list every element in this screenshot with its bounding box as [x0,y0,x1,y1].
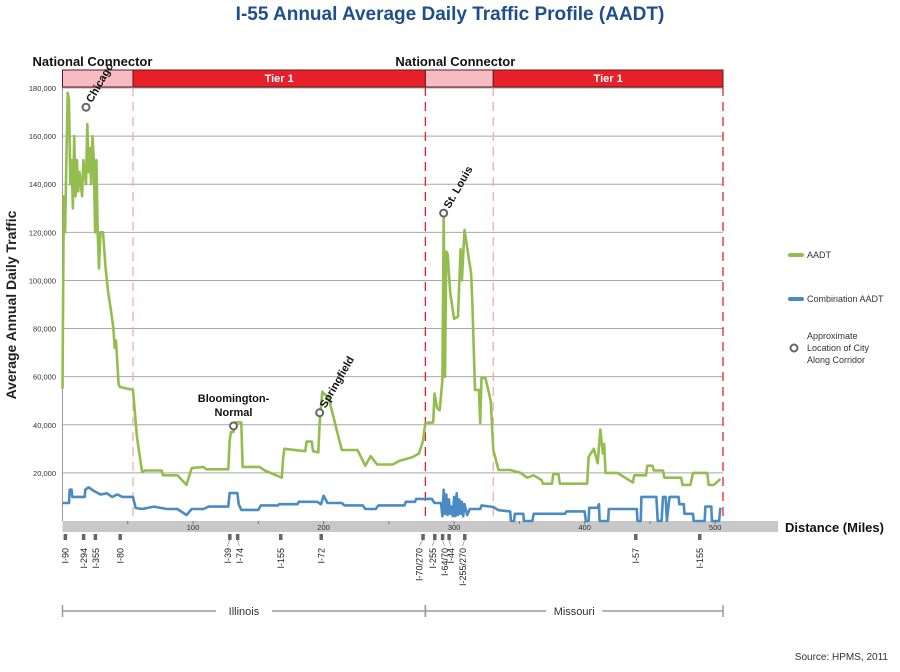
interchange-label: I-90 [61,548,71,564]
state-label: Missouri [554,606,595,618]
interchange-label: I-57 [631,548,641,564]
legend-city-line-1: Approximate [807,331,858,341]
y-ticks: 20,000 40,000 60,000 80,000 100,000 120,000 14… [29,84,56,478]
y-tick-label: 160,000 [29,132,56,141]
tier-segment-tier1 [492,69,724,88]
interchange-tick [634,534,638,540]
city-markers: ChicagoBloomington-NormalSpringfieldSt. … [81,61,476,431]
legend: AADT Combination AADT Approximate Locati… [788,250,884,365]
x-axis-label: Distance (Miles) [785,520,884,535]
interchange-tick [440,534,445,540]
interchange-label: I-44 [446,548,456,564]
interchange-tick [433,534,437,540]
interchange-labels: I-90 I-294 I-355 I-80 I-39 I-74 I-155 I-72 I-70/… [61,534,705,586]
y-tick-label: 60,000 [33,373,56,382]
source-note: Source: HPMS, 2011 [795,652,889,663]
city-marker-icon [315,408,325,418]
legend-city-line-2: Location of City [807,343,870,353]
interchange-leader-line [441,539,445,547]
interchange-tick [81,534,86,540]
state-brackets: Illinois Missouri [61,604,724,618]
legend-city-line-3: Along Corridor [807,355,865,365]
city-marker-icon [81,102,91,112]
interchange-tick [93,534,98,540]
tier-header-label: National Connector [33,54,153,69]
y-axis-label: Average Annual Daily Traffic [3,210,19,399]
legend-combination-swatch [788,297,804,301]
legend-aadt-label: AADT [807,250,832,260]
chart-title: I-55 Annual Average Daily Traffic Profil… [236,4,665,25]
interchange-tick [447,534,451,540]
interchange-tick [235,534,240,540]
y-tick-label: 40,000 [33,421,56,430]
interchange-leader-line [462,539,465,547]
tier-label: Tier 1 [265,73,294,85]
interchange-label: I-80 [115,548,125,564]
interchange-tick [118,534,122,540]
interchange-label: I-255 [428,548,438,569]
city-label: St. Louis [442,164,476,210]
interchange-label: I-64/70 [440,548,450,576]
interchange-label: I-155 [276,548,286,569]
tier-header-label: National Connector [395,54,515,69]
interchange-tick [421,534,425,540]
city-label: Springfield [318,354,357,410]
x-tick-label: 300 [448,523,461,532]
y-tick-label: 20,000 [33,469,56,478]
interchange-tick [63,534,68,540]
state-label-bg [215,604,272,618]
legend-combination-label: Combination AADT [807,294,884,304]
x-tick-label: 500 [709,523,722,532]
city-marker-icon [228,421,238,431]
interchange-label: I-74 [235,548,245,564]
x-tick-label: 200 [317,523,330,532]
x-tick-label: 100 [187,523,200,532]
y-tick-label: 120,000 [29,228,56,237]
legend-city-marker-icon [789,343,799,353]
interchange-leader-line [432,539,435,547]
interchange-label: I-155 [695,548,705,569]
interchange-label: I-294 [79,548,89,569]
city-marker-icon [439,208,449,218]
city-label-line-2: Normal [215,407,253,419]
interchange-tick [228,534,232,540]
grid-lines [62,70,723,521]
city-label: Bloomington- [198,393,270,405]
state-label: Illinois [229,606,260,618]
y-tick-label: 100,000 [29,276,56,285]
interchange-leader-line [448,539,452,547]
interchange-tick [319,534,323,540]
tier-label: Tier 1 [594,73,623,85]
x-axis: 100 200 300 400 500 Distance (Miles) [62,520,884,535]
interchange-label: I-355 [91,548,101,569]
tier-bar: Tier 1 Tier 1 National Connector National C… [33,54,724,521]
y-tick-label: 140,000 [29,180,56,189]
interchange-leader-line [237,539,240,547]
y-tick-label: 80,000 [33,325,56,334]
interchange-label: I-70/270 [415,548,425,581]
interchange-leader-line [418,539,424,547]
interchange-leader-line [227,539,230,547]
legend-aadt-swatch [788,253,804,257]
combination-series-line [62,485,722,523]
interchange-tick [463,534,467,540]
tier-segment-connector [424,69,494,88]
y-tick-label: 180,000 [29,84,56,93]
aadt-series-line [61,91,722,487]
interchange-label: I-39 [223,548,233,564]
x-tick-label: 400 [578,523,591,532]
interchange-label: I-255/270 [458,548,468,586]
interchange-tick [278,534,283,540]
interchange-tick [698,534,702,540]
series-lines [61,91,722,523]
x-axis-band [62,521,778,532]
interchange-label: I-72 [317,548,327,564]
state-label-bg [546,604,603,618]
